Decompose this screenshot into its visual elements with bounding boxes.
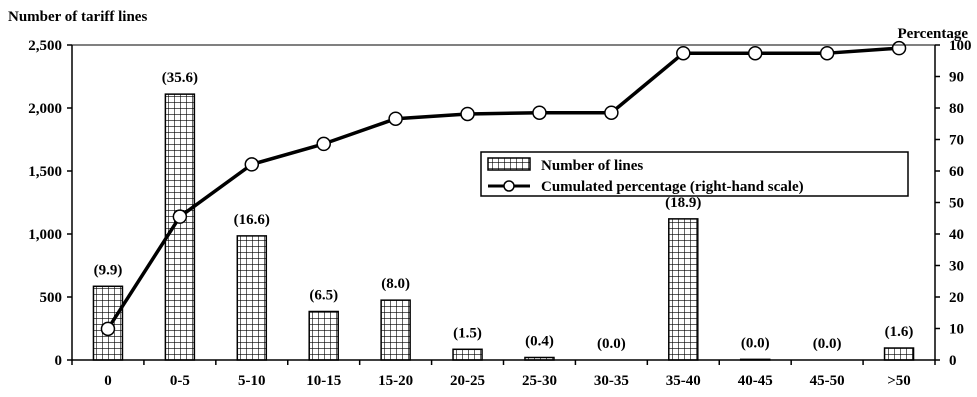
legend-box bbox=[480, 151, 909, 197]
bar-value-label: (0.0) bbox=[741, 335, 770, 351]
right-tick-label: 30 bbox=[949, 259, 964, 275]
left-axis-title: Number of tariff lines bbox=[8, 9, 147, 25]
bar-value-label: (1.6) bbox=[885, 324, 914, 340]
right-tick-label: 70 bbox=[949, 133, 964, 149]
right-tick-label: 10 bbox=[949, 322, 964, 338]
x-tick-label: 45-50 bbox=[810, 373, 845, 389]
bar-value-label: (1.5) bbox=[453, 325, 482, 341]
cumulative-point bbox=[604, 105, 619, 120]
x-axis: 0 0-5 5-10 10-15 15-20 20-25 25-30 30-35 35-40 40… bbox=[71, 44, 936, 389]
cumulative-point bbox=[676, 45, 691, 61]
bar-value-label: (0.0) bbox=[813, 336, 842, 352]
right-tick-label: 80 bbox=[949, 101, 964, 117]
left-axis: 0 500 1,000 1,500 2,000 2,500 bbox=[28, 38, 73, 369]
left-tick-label: 2,500 bbox=[28, 38, 62, 54]
cumulative-line-path bbox=[106, 46, 900, 330]
cumulative-point bbox=[747, 45, 763, 61]
legend-line-marker bbox=[503, 180, 515, 192]
bar-value-label: (16.6) bbox=[234, 212, 270, 228]
cumulative-point bbox=[891, 40, 907, 56]
legend: Number of lines Cumulated percentage (ri… bbox=[480, 151, 909, 197]
x-tick-label: 0 bbox=[104, 373, 112, 389]
right-axis: 0 10 20 30 40 50 60 70 80 90 100 bbox=[934, 38, 972, 369]
cumulative-point bbox=[100, 321, 116, 337]
bar bbox=[164, 93, 196, 361]
bar-value-label: (0.4) bbox=[525, 333, 554, 349]
x-tick-label: 35-40 bbox=[666, 373, 701, 389]
bar bbox=[668, 218, 699, 361]
bar-labels: (9.9) (35.6) (16.6) (6.5) (8.0) (1.5) (0.4) (0.… bbox=[94, 70, 914, 352]
left-tick-label: 500 bbox=[40, 290, 63, 306]
x-tick-label: >50 bbox=[887, 373, 911, 389]
right-axis-title: Percentage bbox=[897, 26, 968, 42]
left-tick-label: 2,000 bbox=[28, 101, 62, 117]
cumulative-point bbox=[172, 209, 188, 224]
right-tick-label: 40 bbox=[949, 227, 964, 243]
right-tick-label: 20 bbox=[949, 290, 964, 306]
bar-value-label: (35.6) bbox=[162, 70, 198, 86]
cumulative-point bbox=[244, 157, 260, 172]
right-tick-label: 90 bbox=[949, 70, 964, 86]
left-tick-label: 1,000 bbox=[28, 227, 62, 243]
x-tick-label: 30-35 bbox=[594, 373, 629, 389]
cumulative-point bbox=[532, 105, 547, 120]
left-tick-label: 0 bbox=[55, 353, 63, 369]
x-tick-label: 5-10 bbox=[238, 373, 266, 389]
x-tick-label: 0-5 bbox=[170, 373, 190, 389]
x-tick-label: 20-25 bbox=[450, 373, 485, 389]
bar-value-label: (6.5) bbox=[309, 287, 338, 303]
legend-bar-label: Number of lines bbox=[541, 158, 643, 174]
cumulative-point bbox=[316, 136, 331, 152]
right-tick-label: 100 bbox=[949, 38, 972, 54]
bar bbox=[452, 348, 483, 361]
bar-value-label: (8.0) bbox=[381, 276, 410, 292]
left-tick-label: 1,500 bbox=[28, 164, 62, 180]
x-tick-label: 40-45 bbox=[738, 373, 773, 389]
bar bbox=[236, 235, 268, 361]
x-tick-label: 25-30 bbox=[522, 373, 557, 389]
right-tick-label: 50 bbox=[949, 196, 964, 212]
right-tick-label: 0 bbox=[949, 353, 957, 369]
cumulative-point bbox=[819, 45, 835, 61]
cumulative-point bbox=[460, 106, 475, 122]
bars bbox=[92, 93, 915, 361]
bar-value-label: (9.9) bbox=[94, 262, 123, 278]
cumulative-line bbox=[100, 40, 907, 337]
bar-value-label: (0.0) bbox=[597, 336, 626, 352]
cumulative-point bbox=[388, 111, 403, 126]
bar bbox=[308, 310, 339, 361]
x-tick-label: 10-15 bbox=[306, 373, 341, 389]
bar bbox=[380, 299, 411, 361]
x-tick-label: 15-20 bbox=[378, 373, 413, 389]
bar bbox=[883, 347, 915, 361]
legend-line-label: Cumulated percentage (right-hand scale) bbox=[541, 179, 804, 195]
right-tick-label: 60 bbox=[949, 164, 964, 180]
legend-bar-swatch bbox=[487, 157, 531, 171]
bar-value-label: (18.9) bbox=[665, 195, 701, 211]
